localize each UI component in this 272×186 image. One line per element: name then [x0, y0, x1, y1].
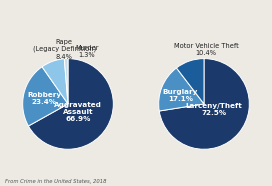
- Wedge shape: [42, 59, 68, 104]
- Text: Motor Vehicle Theft
10.4%: Motor Vehicle Theft 10.4%: [174, 43, 239, 56]
- Wedge shape: [23, 67, 68, 126]
- Wedge shape: [177, 59, 204, 104]
- Text: Aggravated
Assault
66.9%: Aggravated Assault 66.9%: [54, 102, 102, 122]
- Text: Rape
(Legacy Definition)
8.4%: Rape (Legacy Definition) 8.4%: [33, 39, 96, 60]
- Text: Larceny/Theft
72.5%: Larceny/Theft 72.5%: [186, 103, 242, 116]
- Wedge shape: [159, 59, 249, 149]
- Text: Murder
1.3%: Murder 1.3%: [75, 45, 99, 58]
- Text: From Crime in the United States, 2018: From Crime in the United States, 2018: [5, 179, 107, 184]
- Wedge shape: [159, 68, 204, 111]
- Text: Robbery
23.4%: Robbery 23.4%: [27, 92, 61, 105]
- Text: Burglary
17.1%: Burglary 17.1%: [163, 89, 198, 102]
- Wedge shape: [64, 59, 68, 104]
- Wedge shape: [28, 59, 113, 149]
